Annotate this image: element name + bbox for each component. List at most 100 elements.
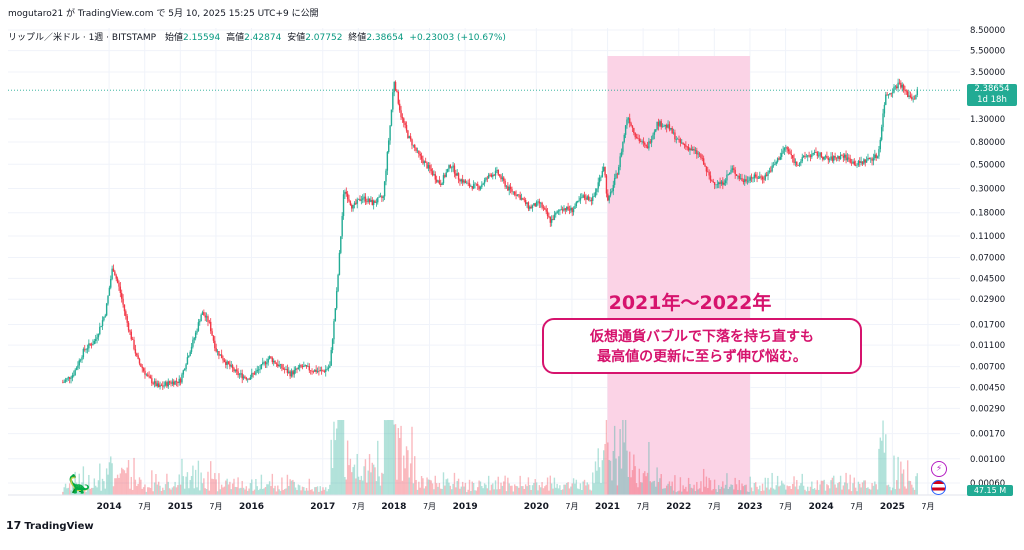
symbol-label[interactable]: リップル／米ドル · 1週 · BITSTAMP xyxy=(8,33,157,43)
volume-bar xyxy=(110,456,112,495)
candle-body xyxy=(530,206,532,208)
volume-bar xyxy=(870,489,872,495)
dinosaur-icon[interactable]: 🦕 xyxy=(68,474,91,495)
volume-bar xyxy=(173,486,175,495)
candle-body xyxy=(220,354,223,359)
candle-body xyxy=(630,123,632,126)
volume-bar xyxy=(286,474,289,495)
candle-body xyxy=(156,383,159,387)
candle-body xyxy=(351,205,353,209)
volume-bar xyxy=(644,471,646,495)
candle-body xyxy=(515,194,517,196)
volume-bar xyxy=(175,487,178,495)
candle-body xyxy=(445,172,447,177)
candle-body xyxy=(848,157,850,159)
volume-bar xyxy=(107,474,109,495)
volume-bar xyxy=(541,482,543,495)
volume-bar xyxy=(901,473,903,495)
candle-body xyxy=(99,326,101,335)
candle-body xyxy=(852,161,854,164)
volume-bar xyxy=(478,480,480,495)
volume-bar xyxy=(482,488,484,495)
candle-body xyxy=(805,156,808,158)
candle-body xyxy=(534,203,536,207)
candle-body xyxy=(137,355,139,359)
candle-body xyxy=(735,174,738,176)
volume-bar xyxy=(624,420,627,495)
volume-bar xyxy=(603,450,605,495)
volume-bar xyxy=(205,488,208,495)
candle-body xyxy=(609,192,612,196)
volume-bar xyxy=(141,488,143,495)
price-axis[interactable]: 8.50000 5.50000 3.50000 1.30000 0.80000 0.500… xyxy=(970,26,1005,489)
candle-body xyxy=(782,150,784,154)
volume-bar xyxy=(440,488,442,495)
candle-body xyxy=(477,184,479,186)
candle-body xyxy=(540,202,542,204)
candle-body xyxy=(563,208,565,211)
us-flag-icon[interactable] xyxy=(931,480,946,495)
volume-bar xyxy=(251,479,253,495)
volume-bar xyxy=(111,463,113,495)
candle-body xyxy=(826,156,828,159)
flash-icon[interactable]: ⚡ xyxy=(931,461,947,477)
volume-bar xyxy=(549,475,552,495)
candle-body xyxy=(716,184,719,185)
volume-bar xyxy=(638,468,641,495)
volume-bar xyxy=(385,420,387,495)
candle-body xyxy=(93,340,96,344)
candle-body xyxy=(442,175,445,184)
candle-body xyxy=(138,358,141,364)
volume-bar xyxy=(466,492,468,495)
candle-body xyxy=(375,202,378,203)
candle-body xyxy=(681,142,683,144)
volume-bar xyxy=(790,489,793,495)
candle-body xyxy=(114,271,116,276)
candle-body xyxy=(111,268,113,280)
candle-body xyxy=(152,383,154,384)
volume-bar xyxy=(748,491,750,495)
candle-body xyxy=(904,89,906,91)
candle-body xyxy=(778,158,780,160)
candle-body xyxy=(634,133,636,138)
volume-bar xyxy=(372,464,375,495)
candle-body xyxy=(412,144,415,146)
candle-body xyxy=(790,154,793,156)
candle-body xyxy=(870,158,872,160)
volume-bar xyxy=(820,480,823,495)
candle-body xyxy=(557,210,560,212)
candle-body xyxy=(466,182,468,184)
volume-bar xyxy=(607,442,609,495)
volume-bar xyxy=(237,477,239,495)
volume-bar xyxy=(590,490,593,495)
candle-body xyxy=(468,183,471,187)
volume-bar xyxy=(727,489,730,495)
volume-bar xyxy=(430,480,432,495)
candle-body xyxy=(816,152,819,156)
volume-bar xyxy=(375,481,378,495)
candle-body xyxy=(526,202,528,205)
price-tick-label: 0.00450 xyxy=(970,384,1005,394)
candle-body xyxy=(668,124,671,130)
candle-body xyxy=(75,367,78,370)
open-label: 始値 xyxy=(164,33,183,43)
volume-bar xyxy=(783,484,786,495)
volume-bar xyxy=(196,487,198,495)
candle-body xyxy=(253,373,256,375)
candle-body xyxy=(185,364,187,370)
volume-bar xyxy=(322,487,324,495)
candle-body xyxy=(401,117,404,119)
candle-body xyxy=(742,180,745,183)
current-price: 2.38654 xyxy=(974,84,1010,95)
volume-bar xyxy=(861,482,864,495)
volume-bar xyxy=(68,483,71,495)
time-tick-label: 2025 xyxy=(880,502,905,512)
volume-bar xyxy=(152,491,154,495)
volume-bar xyxy=(467,489,469,495)
volume-bar xyxy=(401,480,404,495)
candle-body xyxy=(433,174,435,176)
volume-bar xyxy=(363,466,365,495)
time-axis[interactable]: 2014 7月 2015 7月 2016 2017 7月 2018 7月 2019 2020 7月 20… xyxy=(8,494,1010,512)
volume-bar xyxy=(781,480,783,495)
